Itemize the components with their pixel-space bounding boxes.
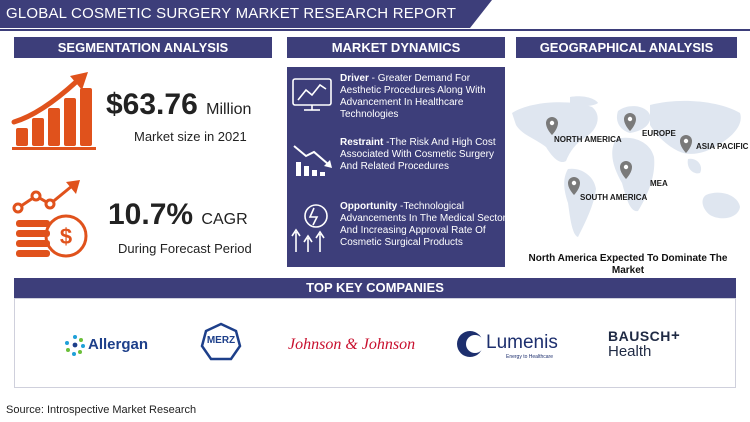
coin-growth-icon: $ (12, 178, 100, 264)
opportunity-text: Opportunity -Technological Advancements … (340, 201, 510, 249)
opportunity-label: Opportunity (340, 201, 398, 212)
driver-label: Driver (340, 73, 369, 84)
opportunity-arrows-icon (290, 202, 334, 261)
health-name: Health (608, 343, 652, 360)
cagr-number: 10.7% (108, 198, 194, 231)
cagr-caption: During Forecast Period (118, 241, 252, 256)
lumenis-crescent-icon (457, 331, 484, 357)
opportunity-description: -Technological Advancements In The Medic… (340, 201, 507, 248)
merz-logo: MERZ (200, 322, 242, 362)
restraint-description: -The Risk And High Cost Associated With … (340, 137, 496, 172)
lumenis-name: Lumenis (486, 332, 558, 353)
dynamics-panel (287, 67, 505, 267)
title-bar: GLOBAL COSMETIC SURGERY MARKET RESEARCH … (0, 0, 492, 28)
merz-name: MERZ (206, 335, 236, 346)
market-size-number: $63.76 (106, 88, 198, 121)
merz-heptagon-icon (200, 322, 242, 361)
analytics-screen-icon (290, 76, 334, 121)
restraint-label: Restraint (340, 137, 384, 148)
companies-header: TOP KEY COMPANIES (14, 278, 736, 298)
report-title: GLOBAL COSMETIC SURGERY MARKET RESEARCH … (6, 5, 457, 22)
cagr-value: 10.7% CAGR (108, 198, 248, 232)
johnson-johnson-logo: Johnson & Johnson (288, 336, 416, 353)
market-size-value: $63.76 Million (106, 88, 251, 122)
market-size-caption: Market size in 2021 (134, 129, 247, 144)
svg-text:$: $ (60, 224, 72, 249)
geo-caption: North America Expected To Dominate The M… (528, 253, 728, 276)
world-map: NORTH AMERICA EUROPE ASIA PACIFIC MEA SO… (510, 95, 749, 243)
restraint-text: Restraint -The Risk And High Cost Associ… (340, 137, 510, 173)
decline-chart-icon (290, 140, 334, 185)
allergan-dots-icon (65, 335, 85, 356)
market-size-unit: Million (206, 101, 252, 118)
region-asia-pacific: ASIA PACIFIC (696, 142, 749, 151)
region-europe: EUROPE (642, 129, 676, 138)
region-north-america: NORTH AMERICA (554, 135, 622, 144)
cagr-unit: CAGR (201, 211, 248, 228)
allergan-name: Allergan (88, 336, 149, 353)
region-south-america: SOUTH AMERICA (580, 193, 648, 202)
driver-text: Driver - Greater Demand For Aesthetic Pr… (340, 73, 510, 121)
lumenis-tagline: Energy to Healthcare (506, 354, 553, 360)
title-rule (0, 29, 750, 31)
bausch-plus-icon: + (671, 327, 680, 344)
companies-panel (14, 298, 736, 388)
source-note: Source: Introspective Market Research (6, 404, 197, 416)
segmentation-header: SEGMENTATION ANALYSIS (14, 37, 272, 58)
bausch-name: BAUSCH (608, 328, 671, 344)
geographical-header: GEOGRAPHICAL ANALYSIS (516, 37, 737, 58)
region-mea: MEA (650, 179, 668, 188)
driver-description: - Greater Demand For Aesthetic Procedure… (340, 73, 486, 120)
dynamics-header: MARKET DYNAMICS (287, 37, 505, 58)
growth-chart-icon (10, 70, 100, 152)
